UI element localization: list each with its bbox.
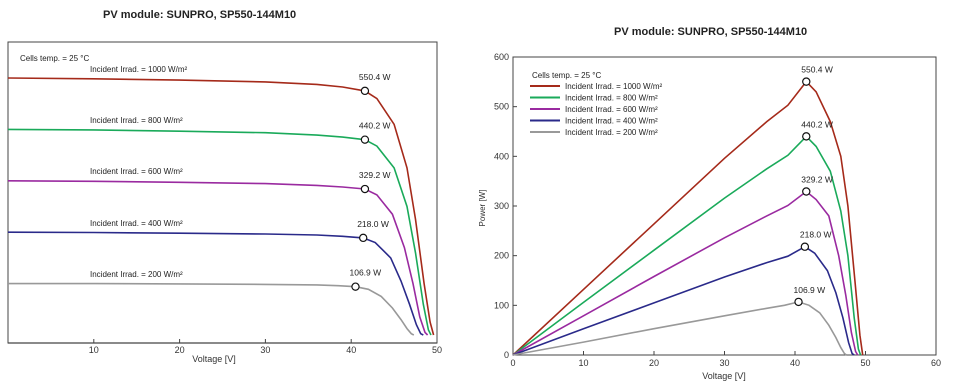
x-tick-label: 20 <box>649 358 659 368</box>
mpp-power-label: 550.4 W <box>801 65 833 75</box>
mpp-power-label: 329.2 W <box>801 174 833 184</box>
chart-title: PV module: SUNPRO, SP550-144M10 <box>103 9 297 21</box>
iv-curve-line <box>7 77 435 336</box>
mpp-marker <box>359 233 368 243</box>
mpp-power-label: 106.9 W <box>349 268 381 278</box>
y-tick-label: 0 <box>504 350 509 360</box>
y-tick-label: 400 <box>494 151 509 161</box>
x-tick-label: 20 <box>175 345 185 355</box>
y-tick-label: 300 <box>494 201 509 211</box>
mpp-power-label: 218.0 W <box>357 219 389 229</box>
legend-entry: Incident Irrad. = 200 W/m² <box>565 128 658 137</box>
power-curve-line <box>512 301 847 356</box>
iv-chart-panel: PV module: SUNPRO, SP550-144M10 10 20 30 40… <box>0 0 450 385</box>
mpp-marker <box>360 135 370 144</box>
power-curve-line <box>512 245 855 356</box>
x-tick-label: 10 <box>578 358 588 368</box>
power-curve-line <box>512 190 859 356</box>
mpp-power-label: 329.2 W <box>359 170 391 180</box>
x-tick-label: 10 <box>89 345 99 355</box>
x-tick-label: 30 <box>719 358 729 368</box>
mpp-power-label: 550.4 W <box>359 72 391 82</box>
irradiance-label: Incident Irrad. = 800 W/m² <box>90 116 183 125</box>
power-curve-line <box>512 80 864 356</box>
mpp-marker <box>802 132 811 141</box>
y-tick-label: 100 <box>494 300 509 310</box>
mpp-power-label: 218.0 W <box>800 230 832 240</box>
x-tick-label: 0 <box>510 358 515 368</box>
iv-curve-line <box>7 180 429 336</box>
power-chart-panel: PV module: SUNPRO, SP550-144M10 0 10 20 30 4… <box>468 0 961 385</box>
cells-temp-annotation: Cells temp. = 25 °C <box>20 54 89 63</box>
x-tick-label: 50 <box>432 345 442 355</box>
y-axis-label: Power [W] <box>478 190 487 227</box>
x-tick-label: 40 <box>346 345 356 355</box>
y-tick-label: 200 <box>494 251 509 261</box>
mpp-marker <box>351 282 360 291</box>
y-tick-label: 500 <box>494 102 509 112</box>
mpp-marker <box>360 184 370 194</box>
irradiance-label: Incident Irrad. = 200 W/m² <box>90 270 183 279</box>
irradiance-label: Incident Irrad. = 600 W/m² <box>90 167 183 176</box>
x-tick-label: 50 <box>860 358 870 368</box>
power-chart: 0 10 20 30 40 50 600100200300400500600Voltage … <box>478 52 941 381</box>
power-curve-line <box>512 135 862 356</box>
mpp-marker <box>794 297 803 307</box>
x-tick-label: 60 <box>931 358 941 368</box>
irradiance-label: Incident Irrad. = 1000 W/m² <box>90 65 187 74</box>
iv-curve-line <box>7 231 424 336</box>
x-tick-label: 30 <box>260 345 270 355</box>
mpp-power-label: 106.9 W <box>794 285 826 295</box>
mpp-marker <box>800 242 810 251</box>
cells-temp-annotation: Cells temp. = 25 °C <box>532 71 601 80</box>
y-tick-label: 600 <box>494 52 509 62</box>
legend-entry: Incident Irrad. = 1000 W/m² <box>565 82 662 91</box>
mpp-marker <box>802 187 811 196</box>
x-axis-label: Voltage [V] <box>702 371 746 381</box>
iv-chart: 10 20 30 40 50 Voltage [V] Cells temp. = 25 °C… <box>7 41 442 364</box>
legend-entry: Incident Irrad. = 800 W/m² <box>565 94 658 103</box>
chart-title: PV module: SUNPRO, SP550-144M10 <box>614 26 808 38</box>
legend-entry: Incident Irrad. = 600 W/m² <box>565 105 658 114</box>
x-tick-label: 40 <box>790 358 800 368</box>
mpp-marker <box>360 86 370 96</box>
mpp-power-label: 440.2 W <box>359 121 391 131</box>
mpp-marker <box>802 77 811 86</box>
irradiance-label: Incident Irrad. = 400 W/m² <box>90 219 183 228</box>
iv-curve-line <box>7 128 432 336</box>
x-axis-label: Voltage [V] <box>192 354 236 364</box>
legend-entry: Incident Irrad. = 400 W/m² <box>565 117 658 126</box>
iv-curve-line <box>8 282 415 336</box>
mpp-power-label: 440.2 W <box>801 119 833 129</box>
